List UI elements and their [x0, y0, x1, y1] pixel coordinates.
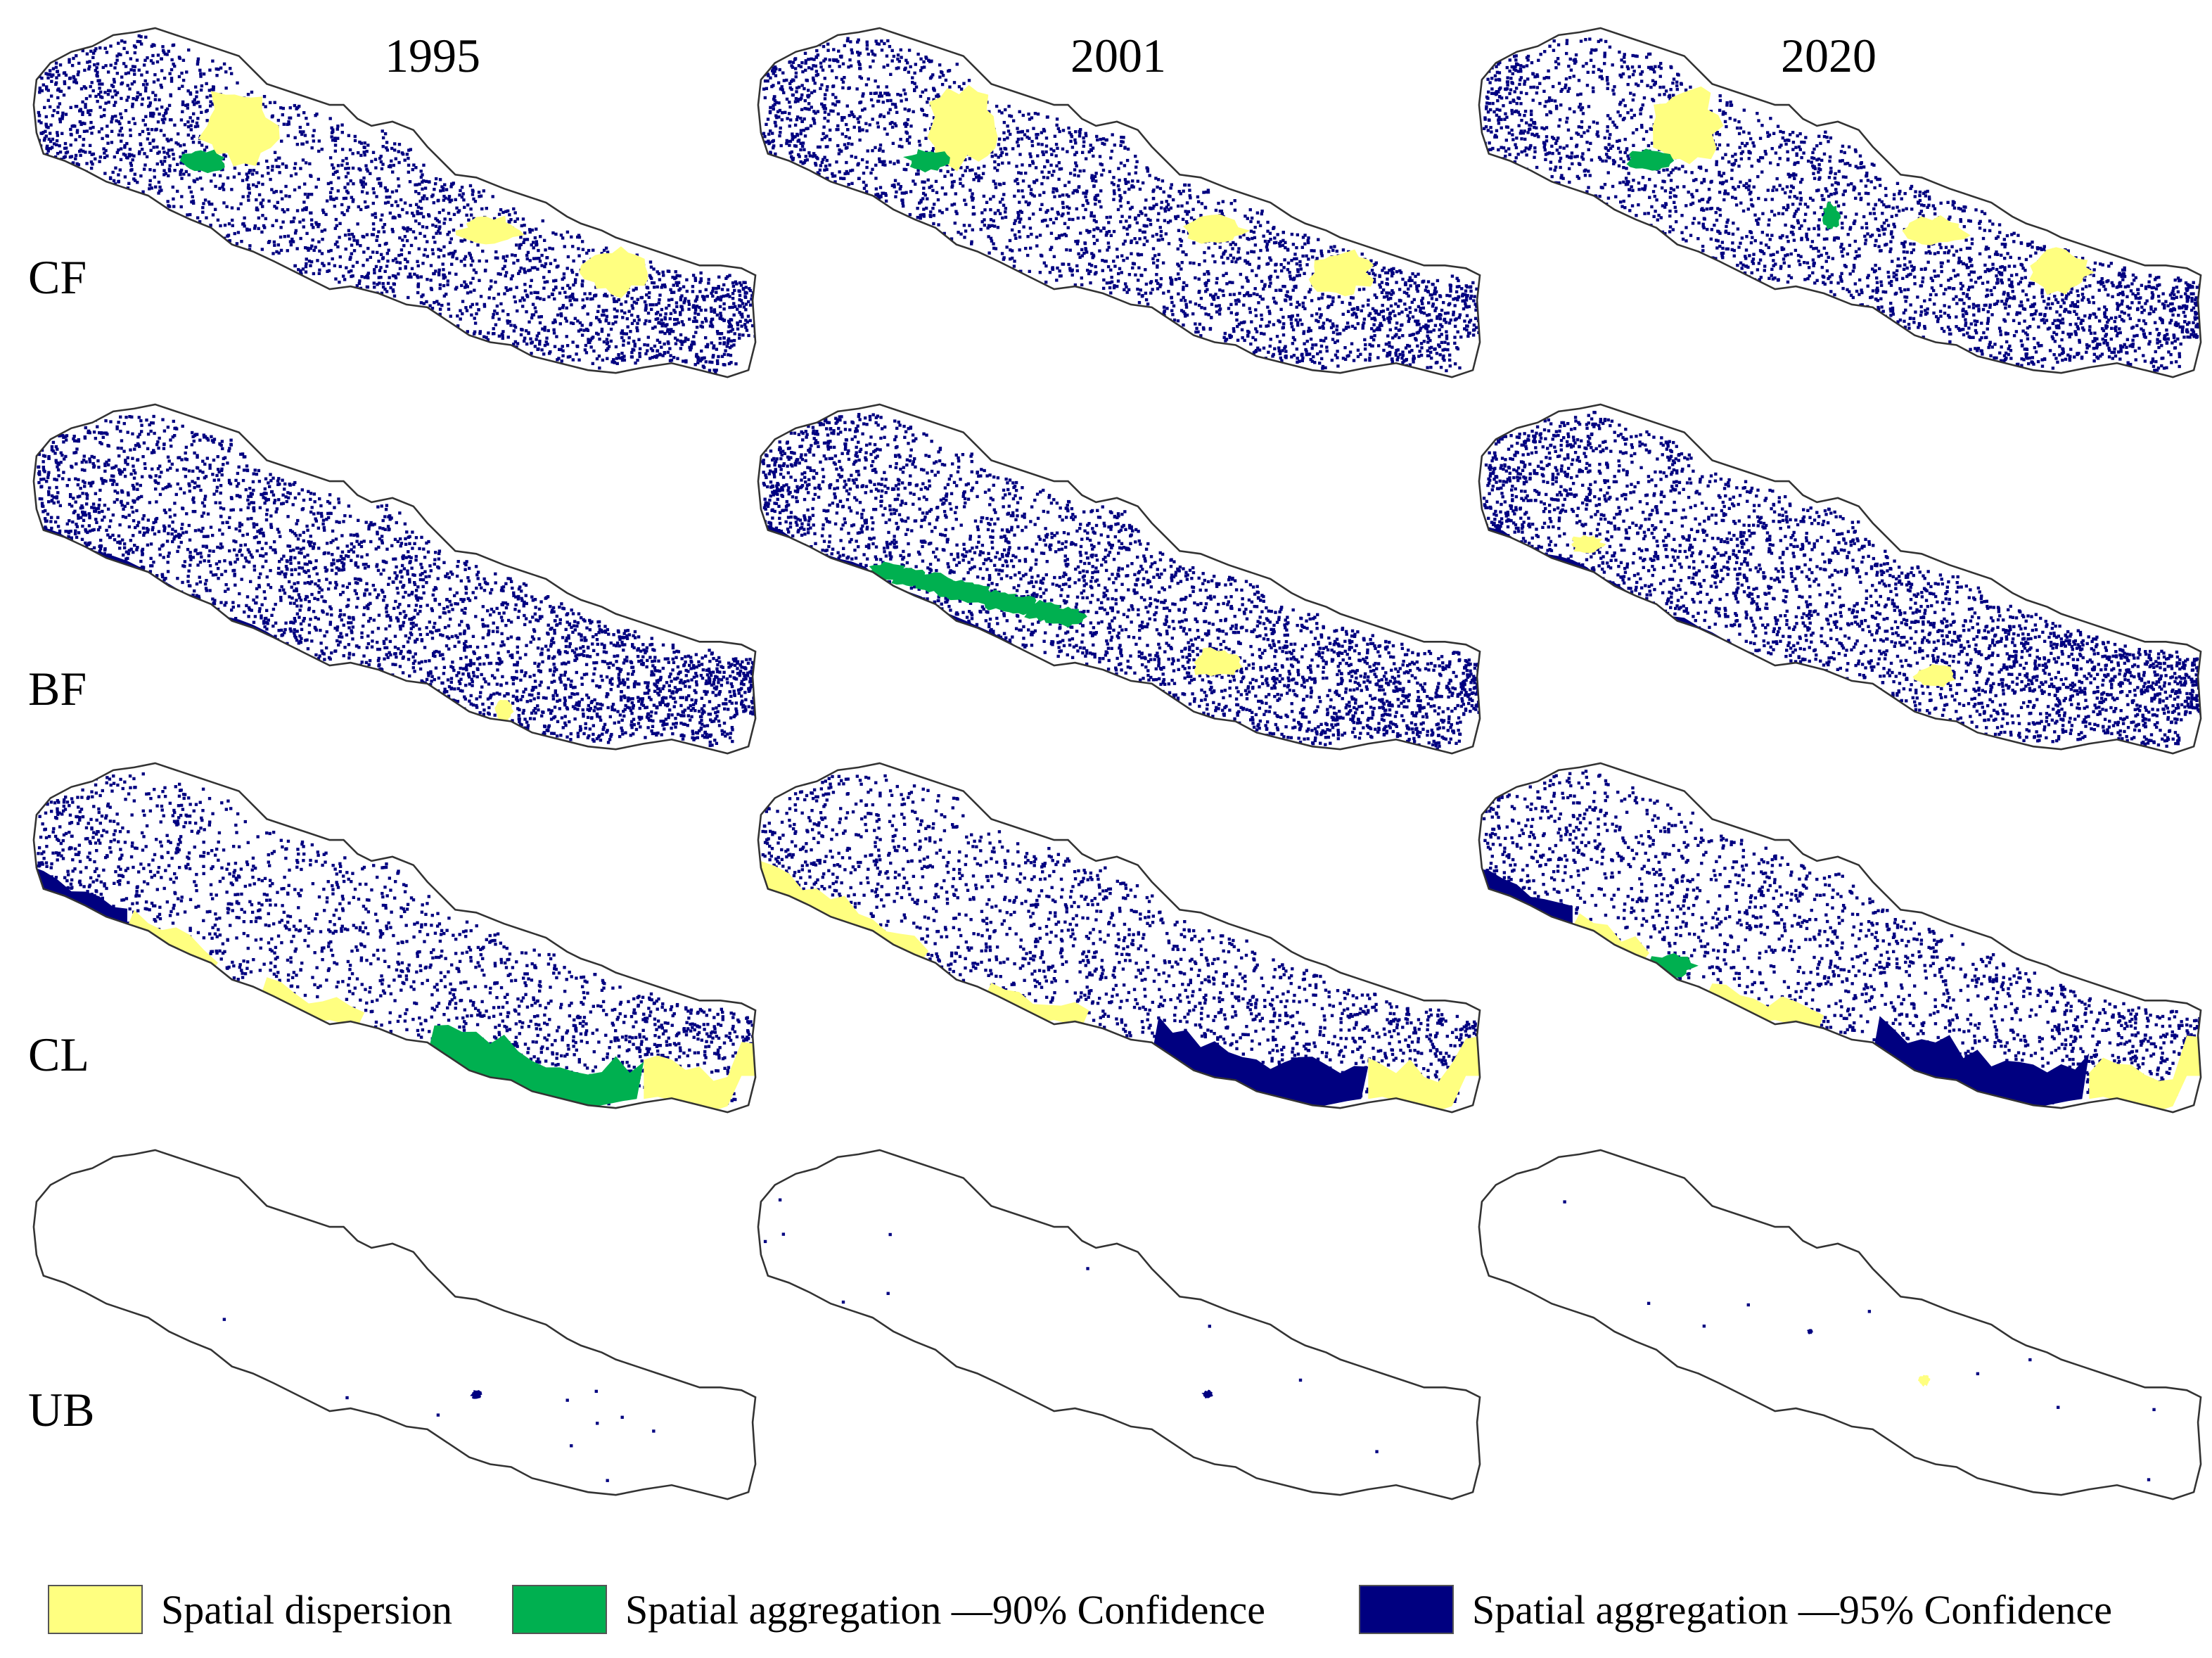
country-outline	[757, 762, 1481, 1114]
map-pattern-layer	[761, 37, 1481, 373]
legend-swatch-dispersion	[48, 1585, 143, 1634]
map-bf-1995	[28, 397, 760, 763]
country-outline	[32, 1149, 757, 1500]
legend-item-dispersion: Spatial dispersion	[48, 1581, 452, 1638]
nepal-map-svg	[1478, 762, 2202, 1114]
nepal-map-svg	[1478, 27, 2202, 378]
legend-item-aggregation-90: Spatial aggregation —90% Confidence	[512, 1581, 1265, 1638]
nepal-map-svg	[757, 27, 1481, 378]
map-cf-2020	[1473, 21, 2205, 387]
map-ub-2001	[753, 1143, 1484, 1509]
country-outline	[32, 27, 757, 378]
country-outline	[757, 1149, 1481, 1500]
map-cf-2001	[753, 21, 1484, 387]
legend-item-aggregation-95: Spatial aggregation —95% Confidence	[1359, 1581, 2112, 1638]
nepal-map-svg	[32, 762, 757, 1114]
year-header-1995: 1995	[327, 28, 538, 84]
nepal-map-svg	[32, 27, 757, 378]
map-cl-1995	[28, 756, 760, 1122]
country-outline	[757, 403, 1481, 755]
map-pattern-layer	[1478, 411, 2201, 748]
nepal-map-svg	[757, 1149, 1481, 1500]
nepal-map-svg	[32, 403, 757, 755]
nepal-map-svg	[757, 762, 1481, 1114]
legend-label-dispersion: Spatial dispersion	[161, 1586, 452, 1633]
nepal-map-svg	[757, 403, 1481, 755]
row-label-cf: CF	[28, 250, 87, 305]
legend-label-aggregation-95: Spatial aggregation —95% Confidence	[1472, 1586, 2112, 1633]
map-cl-2001	[753, 756, 1484, 1122]
country-outline	[1478, 403, 2202, 755]
legend: Spatial dispersion Spatial aggregation —…	[0, 1581, 2212, 1645]
nepal-map-svg	[1478, 403, 2202, 755]
country-outline	[1478, 762, 2202, 1114]
map-ub-2020	[1473, 1143, 2205, 1509]
map-pattern-layer	[757, 774, 1481, 1111]
map-pattern-layer	[1482, 37, 2201, 372]
map-cf-1995	[28, 21, 760, 387]
year-header-2020: 2020	[1723, 28, 1934, 84]
map-pattern-layer	[33, 772, 756, 1111]
map-pattern-layer	[37, 34, 756, 374]
legend-swatch-aggregation-95	[1359, 1585, 1454, 1634]
map-cl-2020	[1473, 756, 2205, 1122]
map-pattern-layer	[757, 413, 1481, 751]
nepal-map-svg	[32, 1149, 757, 1500]
map-pattern-layer	[33, 414, 756, 747]
row-label-cl: CL	[28, 1027, 89, 1083]
country-outline	[32, 762, 757, 1114]
map-bf-2020	[1473, 397, 2205, 763]
country-outline	[1478, 27, 2202, 378]
legend-swatch-aggregation-90	[512, 1585, 607, 1634]
map-pattern-layer	[1563, 1200, 2156, 1481]
country-outline	[757, 27, 1481, 378]
country-outline	[1478, 1149, 2202, 1500]
nepal-map-svg	[1478, 1149, 2202, 1500]
row-label-bf: BF	[28, 661, 87, 717]
map-ub-1995	[28, 1143, 760, 1509]
map-pattern-layer	[763, 1198, 1379, 1453]
country-outline	[32, 403, 757, 755]
legend-label-aggregation-90: Spatial aggregation —90% Confidence	[625, 1586, 1265, 1633]
row-label-ub: UB	[28, 1382, 94, 1438]
map-pattern-layer	[1478, 770, 2201, 1111]
map-pattern-layer	[222, 1318, 656, 1482]
map-bf-2001	[753, 397, 1484, 763]
year-header-2001: 2001	[1013, 28, 1224, 84]
